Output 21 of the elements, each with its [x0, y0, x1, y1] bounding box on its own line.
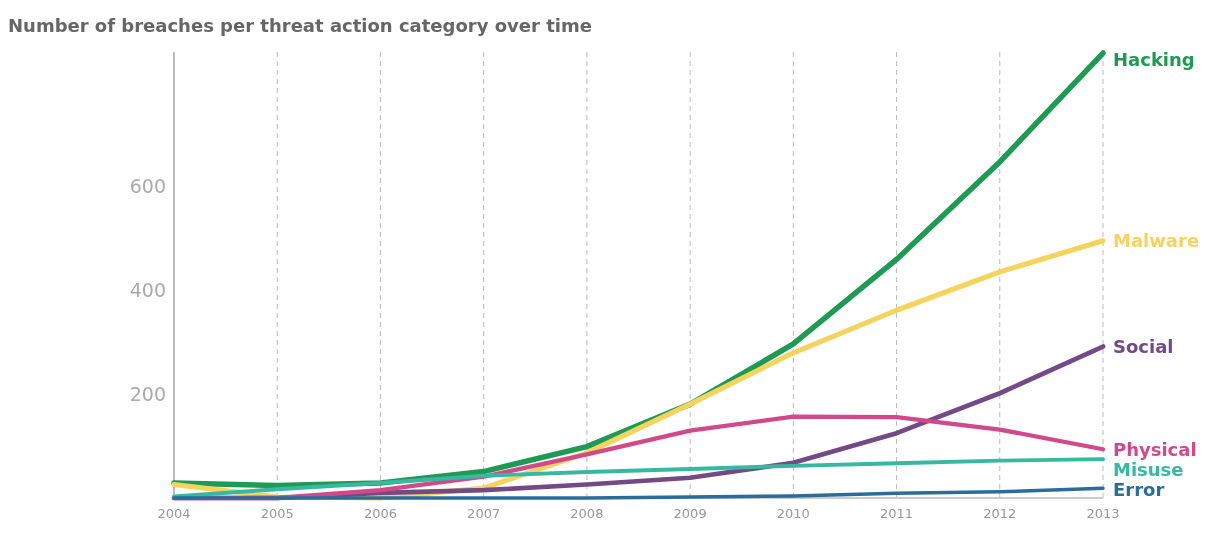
x-tick-label: 2009 [673, 506, 707, 521]
x-tick-label: 2008 [570, 506, 604, 521]
line-series [172, 457, 1105, 499]
x-tick-label: 2013 [1086, 506, 1120, 521]
series-label: Error [1113, 478, 1165, 500]
line-series [172, 486, 1105, 500]
y-tick-label: 600 [129, 175, 166, 198]
x-tick-label: 2010 [776, 506, 810, 521]
series-label: Malware [1113, 230, 1200, 252]
x-tick-label: 2005 [260, 506, 294, 521]
chart-title: Number of breaches per threat action category over time [8, 15, 592, 36]
x-tick-label: 2004 [157, 506, 191, 521]
x-tick-label: 2011 [880, 506, 914, 521]
y-tick-label: 400 [129, 279, 166, 302]
series-label: Hacking [1113, 49, 1195, 71]
series-label: Physical [1113, 438, 1197, 460]
x-tick-label: 2006 [363, 506, 397, 521]
x-tick-label: 2012 [983, 506, 1017, 521]
x-tick-label: 2007 [467, 506, 501, 521]
y-tick-label: 200 [129, 382, 166, 405]
series-label: Social [1113, 335, 1174, 357]
